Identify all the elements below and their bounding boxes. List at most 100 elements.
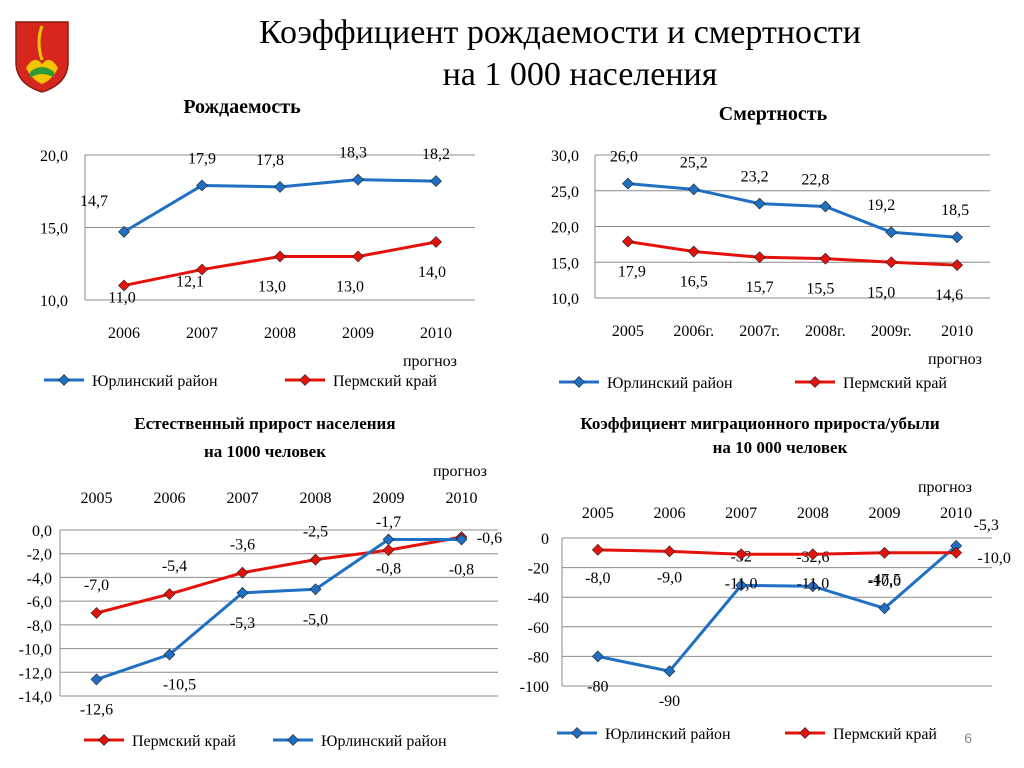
data-point: [885, 226, 898, 239]
data-point: [806, 548, 819, 561]
x-tick-note: прогноз: [403, 353, 457, 370]
data-point: [382, 533, 395, 546]
chart-title: Рождаемость: [183, 96, 301, 118]
data-label: -2,5: [303, 524, 328, 541]
legend-swatch-marker: [98, 734, 110, 746]
series-line: [597, 544, 958, 673]
data-point: [455, 533, 468, 546]
legend-label: Пермский край: [132, 733, 236, 750]
data-point: [819, 200, 832, 213]
data-point: [309, 553, 322, 566]
natural-increase-chart: Естественный прирост населения на 1000 че…: [19, 414, 502, 750]
chart-title: Естественный прирост населения: [134, 414, 395, 433]
migration-chart: Коэффициент миграционного прироста/убыли…: [520, 414, 1011, 743]
data-label: 23,2: [741, 169, 769, 186]
x-tick-label: 2007: [186, 325, 218, 342]
legend-swatch-marker: [809, 376, 821, 388]
x-tick-label: 2007: [725, 505, 757, 522]
y-tick-label: 0,0: [32, 523, 52, 540]
data-point: [163, 648, 176, 661]
data-label: 18,3: [339, 145, 367, 162]
data-label: -5,4: [162, 558, 187, 575]
data-label: 16,5: [680, 274, 708, 291]
legend-label: Пермский край: [843, 375, 947, 392]
data-point: [352, 250, 364, 263]
x-tick-label: 2009: [342, 325, 374, 342]
death-rate-chart: Смертность 10,0 15,0 20,0 25,0 30,0 2005 2006г.…: [551, 103, 990, 392]
chart-title: Коэффициент миграционного прироста/убыли: [580, 414, 939, 433]
legend-swatch-marker: [571, 727, 583, 739]
data-point: [687, 245, 700, 258]
data-label: -9,0: [657, 569, 682, 586]
x-tick-label: 2010: [420, 325, 452, 342]
data-label: 14,7: [80, 193, 108, 210]
data-point: [735, 579, 748, 592]
page-number: 6: [964, 730, 972, 746]
y-tick-label: -60: [528, 620, 549, 637]
page-title: Коэффициент рождаемости и смертности на …: [150, 12, 970, 96]
data-point: [90, 607, 103, 619]
legend-label: Юрлинский район: [607, 375, 733, 392]
data-point: [236, 586, 249, 599]
data-point: [274, 180, 286, 193]
data-point: [591, 543, 604, 556]
data-label: 25,2: [680, 154, 708, 171]
y-tick-label: -10,0: [19, 642, 52, 659]
x-tick-label: 2010: [941, 323, 973, 340]
data-label: -90: [659, 693, 680, 710]
y-tick-label: 25,0: [551, 184, 579, 201]
page-title-line2: на 1 000 населения: [442, 56, 718, 93]
data-label: -10,0: [868, 573, 901, 590]
chart-title: на 1000 человек: [204, 442, 326, 461]
legend-swatch-marker: [299, 374, 311, 386]
series-line: [96, 537, 462, 681]
x-tick-label: 2007: [227, 490, 259, 507]
legend-swatch-marker: [573, 376, 585, 388]
data-point: [309, 583, 322, 596]
data-label: -10,5: [163, 677, 196, 694]
y-tick-label: -8,0: [27, 618, 52, 635]
data-point: [806, 580, 819, 593]
x-tick-label: 2006г.: [673, 323, 714, 340]
data-label: 26,0: [610, 149, 638, 166]
data-point: [885, 256, 898, 269]
page-title-line1: Коэффициент рождаемости и смертности: [258, 14, 861, 51]
data-point: [236, 566, 249, 579]
data-label: 19,2: [867, 197, 895, 214]
data-label: 17,9: [618, 264, 646, 281]
y-tick-label: 10,0: [40, 293, 68, 310]
data-label: 18,2: [422, 146, 450, 163]
legend-label: Пермский край: [333, 373, 437, 390]
y-tick-label: -12,0: [19, 665, 52, 682]
y-tick-label: 20,0: [551, 220, 579, 237]
data-point: [951, 231, 964, 244]
data-label: -5,0: [303, 611, 328, 628]
x-tick-label: 2009: [869, 505, 901, 522]
data-point: [753, 197, 766, 210]
data-point: [735, 548, 748, 561]
data-label: 13,0: [258, 279, 286, 296]
x-tick-label: 2006: [108, 325, 140, 342]
data-point: [352, 173, 364, 186]
data-label: 14,0: [418, 264, 446, 281]
data-label: 12,1: [176, 274, 204, 291]
data-label: -12,6: [80, 701, 113, 718]
series-line: [597, 548, 957, 556]
data-point: [687, 183, 700, 196]
data-label: -0,8: [376, 560, 401, 577]
x-tick-note: прогноз: [928, 351, 982, 368]
data-label: 14,6: [935, 287, 963, 304]
x-tick-label: 2008: [300, 490, 332, 507]
data-point: [950, 546, 963, 559]
x-tick-label: 2006: [654, 505, 686, 522]
legend-label: Юрлинский район: [321, 733, 447, 750]
legend-swatch-marker: [287, 734, 299, 746]
y-tick-label: -40: [528, 590, 549, 607]
y-tick-label: 10,0: [551, 291, 579, 308]
legend-label: Пермский край: [833, 726, 937, 743]
data-label: -5,3: [230, 615, 255, 632]
y-tick-label: -80: [528, 649, 549, 666]
x-tick-label: 2010: [940, 505, 972, 522]
data-label: -1,7: [376, 514, 401, 531]
data-point: [118, 279, 130, 292]
